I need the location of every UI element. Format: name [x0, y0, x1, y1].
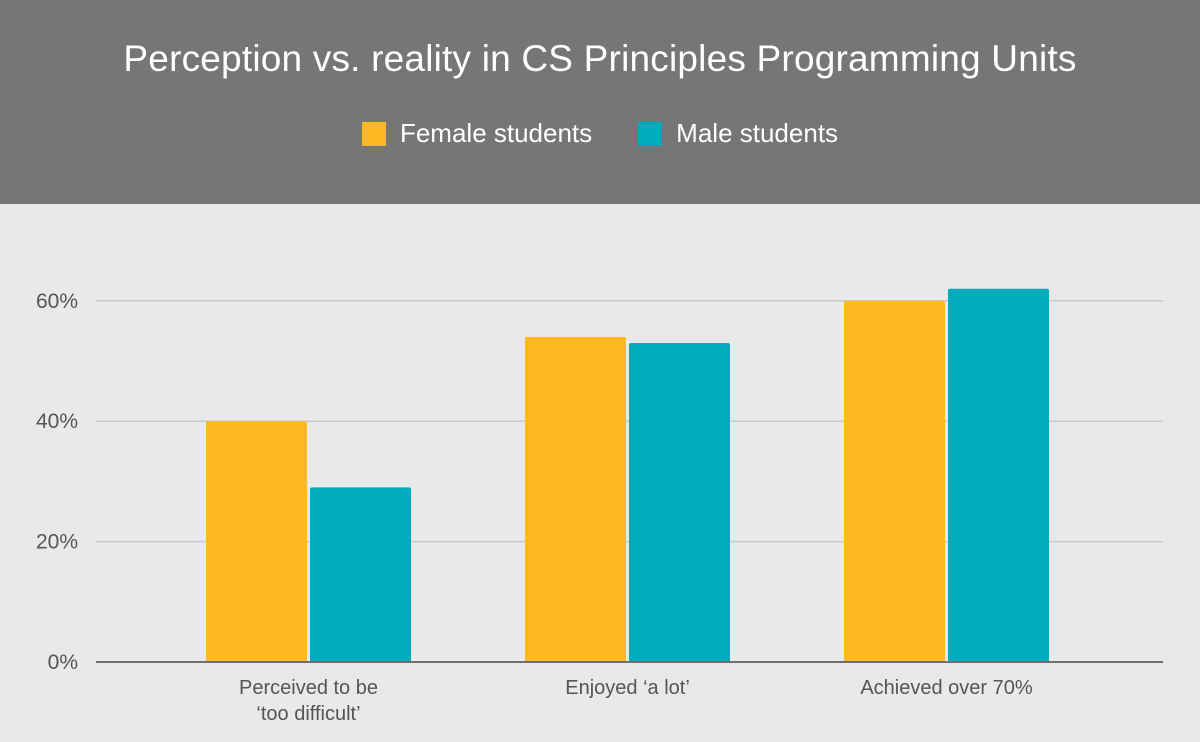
bar-male [948, 288, 1049, 662]
legend-item-male: Male students [638, 118, 838, 149]
bar-female [206, 421, 307, 662]
legend-item-female: Female students [361, 118, 593, 149]
legend-label-male: Male students [676, 118, 839, 148]
x-category-label: Enjoyed ‘a lot’ [565, 677, 690, 699]
legend: Female students Male students [0, 118, 1200, 149]
chart-header: Perception vs. reality in CS Principles … [0, 0, 1200, 204]
y-tick-label: 0% [48, 651, 78, 674]
bar-female [844, 300, 945, 662]
y-tick-label: 40% [36, 410, 78, 433]
legend-label-female: Female students [399, 118, 593, 148]
legend-swatch-female [361, 121, 386, 146]
y-tick-label: 20% [36, 531, 78, 554]
bar-female [525, 336, 626, 662]
x-category-label: Achieved over 70% [860, 677, 1033, 699]
bar-male [629, 342, 730, 662]
chart-title: Perception vs. reality in CS Principles … [123, 38, 1077, 79]
y-tick-label: 60% [36, 290, 78, 313]
bar-male [310, 487, 411, 662]
x-category-label: Perceived to be ‘too difficult’ [239, 677, 378, 725]
legend-swatch-male [638, 121, 663, 146]
